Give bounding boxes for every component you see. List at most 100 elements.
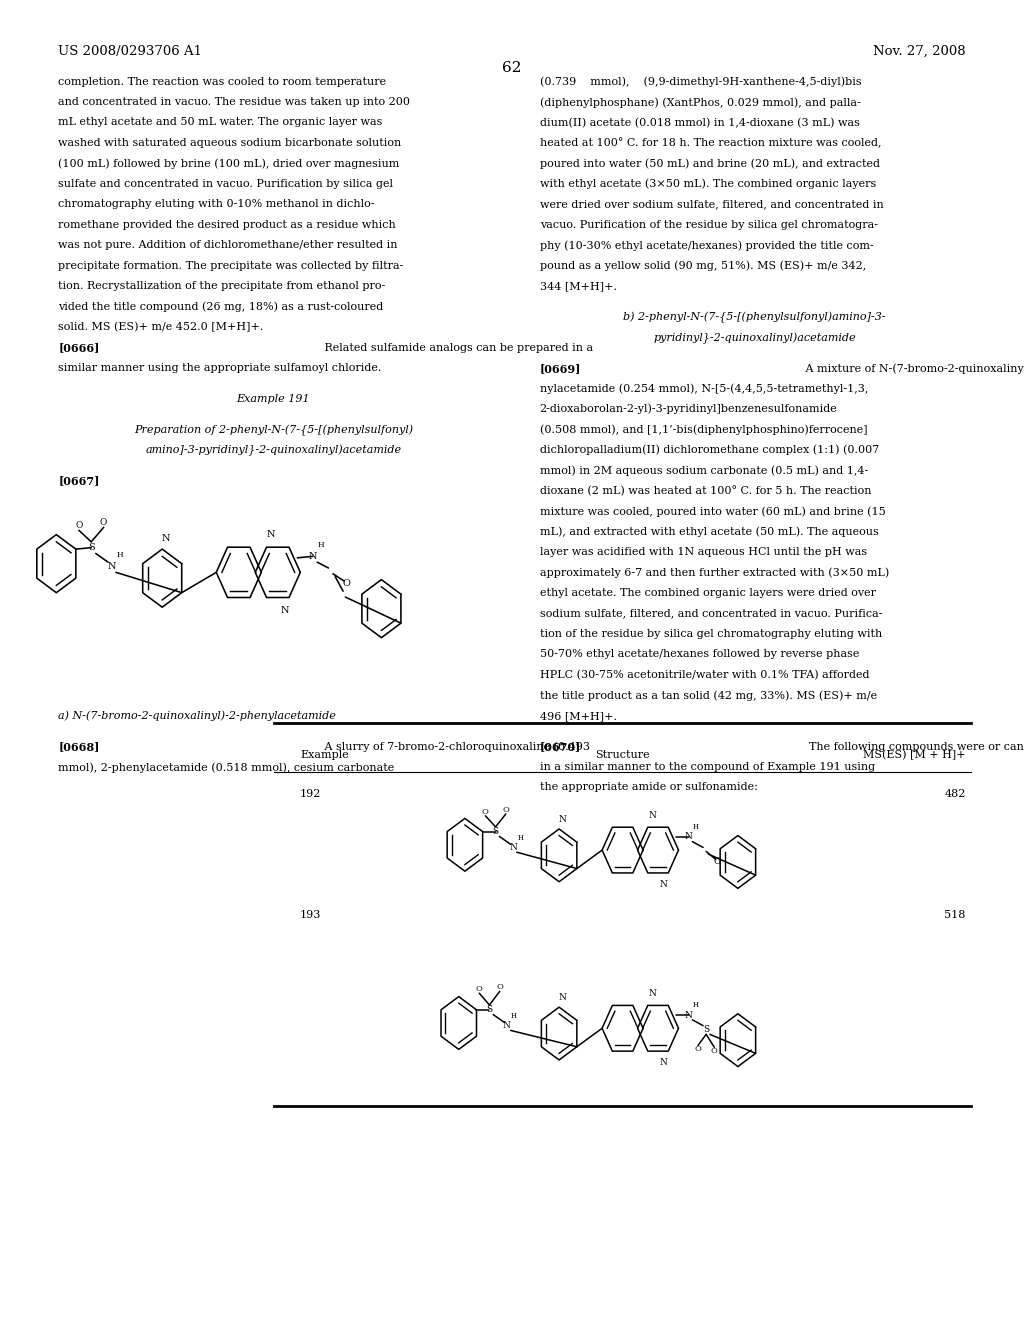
- Text: mmol), 2-phenylacetamide (0.518 mmol), cesium carbonate: mmol), 2-phenylacetamide (0.518 mmol), c…: [58, 762, 394, 772]
- Text: S: S: [703, 1026, 710, 1034]
- Text: N: N: [162, 535, 170, 544]
- Text: [0667]: [0667]: [58, 475, 99, 487]
- Text: O: O: [497, 983, 503, 991]
- Text: N: N: [659, 880, 667, 888]
- Text: (0.739    mmol),    (9,9-dimethyl-9H-xanthene-4,5-diyl)bis: (0.739 mmol), (9,9-dimethyl-9H-xanthene-…: [540, 77, 861, 87]
- Text: mixture was cooled, poured into water (60 mL) and brine (15: mixture was cooled, poured into water (6…: [540, 506, 886, 517]
- Text: N: N: [308, 552, 317, 561]
- Text: washed with saturated aqueous sodium bicarbonate solution: washed with saturated aqueous sodium bic…: [58, 137, 401, 148]
- Text: N: N: [649, 990, 656, 998]
- Text: O: O: [694, 1045, 701, 1053]
- Text: H: H: [693, 1001, 699, 1008]
- Text: similar manner using the appropriate sulfamoyl chloride.: similar manner using the appropriate sul…: [58, 363, 382, 374]
- Text: O: O: [75, 521, 83, 531]
- Text: sulfate and concentrated in vacuo. Purification by silica gel: sulfate and concentrated in vacuo. Purif…: [58, 178, 393, 189]
- Text: dium(II) acetate (0.018 mmol) in 1,4-dioxane (3 mL) was: dium(II) acetate (0.018 mmol) in 1,4-dio…: [540, 117, 859, 128]
- Text: 518: 518: [944, 911, 966, 920]
- Text: approximately 6-7 and then further extracted with (3×50 mL): approximately 6-7 and then further extra…: [540, 568, 889, 578]
- Text: nylacetamide (0.254 mmol), N-[5-(4,4,5,5-tetramethyl-1,3,: nylacetamide (0.254 mmol), N-[5-(4,4,5,5…: [540, 383, 868, 395]
- Text: S: S: [486, 1006, 493, 1014]
- Text: mL ethyl acetate and 50 mL water. The organic layer was: mL ethyl acetate and 50 mL water. The or…: [58, 117, 383, 128]
- Text: O: O: [711, 1047, 718, 1055]
- Text: O: O: [343, 579, 350, 589]
- Text: Preparation of 2-phenyl-N-(7-{5-[(phenylsulfonyl): Preparation of 2-phenyl-N-(7-{5-[(phenyl…: [134, 424, 413, 436]
- Text: amino]-3-pyridinyl}-2-quinoxalinyl)acetamide: amino]-3-pyridinyl}-2-quinoxalinyl)aceta…: [145, 445, 401, 457]
- Text: S: S: [493, 828, 499, 836]
- Text: N: N: [685, 833, 692, 841]
- Text: [0669]: [0669]: [540, 363, 581, 374]
- Text: romethane provided the desired product as a residue which: romethane provided the desired product a…: [58, 219, 396, 230]
- Text: the title product as a tan solid (42 mg, 33%). MS (ES)+ m/e: the title product as a tan solid (42 mg,…: [540, 690, 877, 701]
- Text: O: O: [714, 857, 721, 866]
- Text: sodium sulfate, filtered, and concentrated in vacuo. Purifica-: sodium sulfate, filtered, and concentrat…: [540, 609, 882, 619]
- Text: H: H: [317, 541, 325, 549]
- Text: [0668]: [0668]: [58, 742, 99, 752]
- Text: MS(ES) [M + H]+: MS(ES) [M + H]+: [863, 750, 966, 760]
- Text: S: S: [88, 543, 94, 552]
- Text: tion of the residue by silica gel chromatography eluting with: tion of the residue by silica gel chroma…: [540, 628, 882, 639]
- Text: mL), and extracted with ethyl acetate (50 mL). The aqueous: mL), and extracted with ethyl acetate (5…: [540, 527, 879, 537]
- Text: phy (10-30% ethyl acetate/hexanes) provided the title com-: phy (10-30% ethyl acetate/hexanes) provi…: [540, 240, 873, 251]
- Text: 2-dioxaborolan-2-yl)-3-pyridinyl]benzenesulfonamide: 2-dioxaborolan-2-yl)-3-pyridinyl]benzene…: [540, 404, 838, 414]
- Text: Example: Example: [300, 750, 349, 760]
- Text: 344 [M+H]+.: 344 [M+H]+.: [540, 281, 616, 292]
- Text: 482: 482: [944, 789, 966, 799]
- Text: N: N: [108, 562, 116, 572]
- Text: Related sulfamide analogs can be prepared in a: Related sulfamide analogs can be prepare…: [314, 342, 593, 352]
- Text: and concentrated in vacuo. The residue was taken up into 200: and concentrated in vacuo. The residue w…: [58, 98, 411, 107]
- Text: precipitate formation. The precipitate was collected by filtra-: precipitate formation. The precipitate w…: [58, 260, 403, 271]
- Text: heated at 100° C. for 18 h. The reaction mixture was cooled,: heated at 100° C. for 18 h. The reaction…: [540, 137, 881, 149]
- Text: O: O: [476, 985, 482, 993]
- Text: poured into water (50 mL) and brine (20 mL), and extracted: poured into water (50 mL) and brine (20 …: [540, 158, 880, 169]
- Text: (diphenylphosphane) (XantPhos, 0.029 mmol), and palla-: (diphenylphosphane) (XantPhos, 0.029 mmo…: [540, 98, 860, 108]
- Text: N: N: [503, 1022, 511, 1030]
- Text: N: N: [659, 1059, 667, 1067]
- Text: The following compounds were or can be prepared: The following compounds were or can be p…: [796, 742, 1024, 751]
- Text: the appropriate amide or sulfonamide:: the appropriate amide or sulfonamide:: [540, 783, 758, 792]
- Text: [0666]: [0666]: [58, 342, 99, 354]
- Text: solid. MS (ES)+ m/e 452.0 [M+H]+.: solid. MS (ES)+ m/e 452.0 [M+H]+.: [58, 322, 264, 333]
- Text: b) 2-phenyl-N-(7-{5-[(phenylsulfonyl)amino]-3-: b) 2-phenyl-N-(7-{5-[(phenylsulfonyl)ami…: [624, 312, 886, 323]
- Text: N: N: [558, 994, 566, 1002]
- Text: ethyl acetate. The combined organic layers were dried over: ethyl acetate. The combined organic laye…: [540, 587, 876, 598]
- Text: in a similar manner to the compound of Example 191 using: in a similar manner to the compound of E…: [540, 762, 874, 772]
- Text: N: N: [281, 606, 289, 615]
- Text: dichloropalladium(II) dichloromethane complex (1:1) (0.007: dichloropalladium(II) dichloromethane co…: [540, 445, 879, 455]
- Text: A slurry of 7-bromo-2-chloroquinoxaline (0.493: A slurry of 7-bromo-2-chloroquinoxaline …: [314, 742, 590, 752]
- Text: vided the title compound (26 mg, 18%) as a rust-coloured: vided the title compound (26 mg, 18%) as…: [58, 301, 384, 313]
- Text: O: O: [482, 808, 488, 816]
- Text: Structure: Structure: [595, 750, 650, 760]
- Text: chromatography eluting with 0-10% methanol in dichlo-: chromatography eluting with 0-10% methan…: [58, 199, 375, 210]
- Text: (0.508 mmol), and [1,1’-bis(diphenylphosphino)ferrocene]: (0.508 mmol), and [1,1’-bis(diphenylphos…: [540, 424, 867, 436]
- Text: 192: 192: [300, 789, 322, 799]
- Text: US 2008/0293706 A1: US 2008/0293706 A1: [58, 45, 203, 58]
- Text: N: N: [509, 843, 517, 851]
- Text: O: O: [100, 519, 108, 528]
- Text: [0670]: [0670]: [540, 742, 581, 752]
- Text: H: H: [693, 822, 699, 830]
- Text: with ethyl acetate (3×50 mL). The combined organic layers: with ethyl acetate (3×50 mL). The combin…: [540, 178, 876, 190]
- Text: were dried over sodium sulfate, filtered, and concentrated in: were dried over sodium sulfate, filtered…: [540, 199, 884, 210]
- Text: Example 191: Example 191: [237, 393, 310, 404]
- Text: N: N: [558, 816, 566, 824]
- Text: N: N: [649, 812, 656, 820]
- Text: H: H: [117, 550, 123, 558]
- Text: HPLC (30-75% acetonitrile/water with 0.1% TFA) afforded: HPLC (30-75% acetonitrile/water with 0.1…: [540, 669, 869, 680]
- Text: 62: 62: [502, 61, 522, 75]
- Text: 50-70% ethyl acetate/hexanes followed by reverse phase: 50-70% ethyl acetate/hexanes followed by…: [540, 649, 859, 660]
- Text: completion. The reaction was cooled to room temperature: completion. The reaction was cooled to r…: [58, 77, 386, 87]
- Text: layer was acidified with 1N aqueous HCl until the pH was: layer was acidified with 1N aqueous HCl …: [540, 546, 866, 557]
- Text: N: N: [685, 1011, 692, 1019]
- Text: Nov. 27, 2008: Nov. 27, 2008: [873, 45, 966, 58]
- Text: O: O: [503, 807, 509, 814]
- Text: dioxane (2 mL) was heated at 100° C. for 5 h. The reaction: dioxane (2 mL) was heated at 100° C. for…: [540, 486, 871, 496]
- Text: vacuo. Purification of the residue by silica gel chromatogra-: vacuo. Purification of the residue by si…: [540, 219, 878, 230]
- Text: pyridinyl}-2-quinoxalinyl)acetamide: pyridinyl}-2-quinoxalinyl)acetamide: [653, 333, 856, 343]
- Text: a) N-(7-bromo-2-quinoxalinyl)-2-phenylacetamide: a) N-(7-bromo-2-quinoxalinyl)-2-phenylac…: [58, 710, 336, 722]
- Text: mmol) in 2M aqueous sodium carbonate (0.5 mL) and 1,4-: mmol) in 2M aqueous sodium carbonate (0.…: [540, 465, 868, 477]
- Text: (100 mL) followed by brine (100 mL), dried over magnesium: (100 mL) followed by brine (100 mL), dri…: [58, 158, 399, 169]
- Text: A mixture of N-(7-bromo-2-quinoxalinyl)-2-phe-: A mixture of N-(7-bromo-2-quinoxalinyl)-…: [796, 363, 1024, 374]
- Text: H: H: [511, 1012, 517, 1020]
- Text: H: H: [517, 834, 523, 842]
- Text: tion. Recrystallization of the precipitate from ethanol pro-: tion. Recrystallization of the precipita…: [58, 281, 386, 292]
